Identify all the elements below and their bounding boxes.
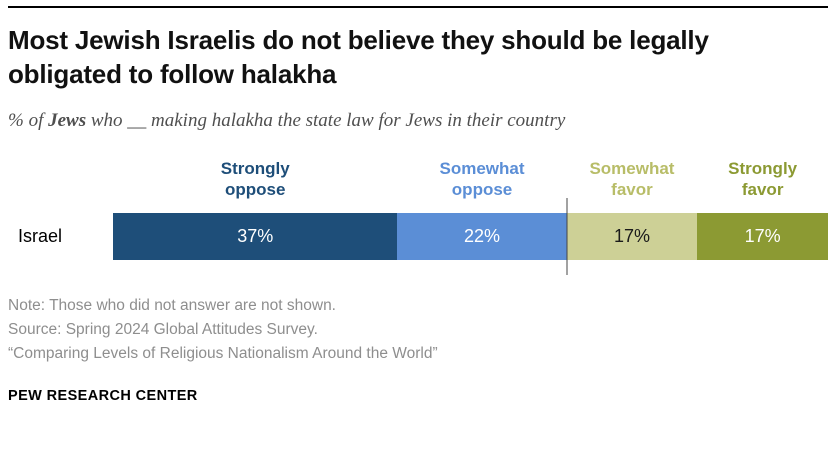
segment-strongly-oppose: 37% <box>113 213 398 261</box>
legend-row: Strongly oppose Somewhat oppose Somewhat… <box>8 158 828 201</box>
legend-somewhat-favor: Somewhat favor <box>567 158 698 201</box>
segment-strongly-favor: 17% <box>697 213 829 261</box>
legend-label: Somewhat favor <box>589 158 675 199</box>
legend-strongly-oppose: Strongly oppose <box>113 158 397 201</box>
chart-title: Most Jewish Israelis do not believe they… <box>8 25 709 89</box>
note-line: Note: Those who did not answer are not s… <box>8 297 336 315</box>
segment-somewhat-favor: 17% <box>566 213 698 261</box>
legend-label: Strongly oppose <box>220 158 290 199</box>
report-title-line: “Comparing Levels of Religious Nationali… <box>8 345 438 363</box>
subtitle-group: Jews <box>48 109 87 131</box>
source-line: Source: Spring 2024 Global Attitudes Sur… <box>8 321 318 339</box>
legend-somewhat-oppose: Somewhat oppose <box>397 158 566 201</box>
bar-israel: 37% 22% 17% 17% <box>113 198 829 276</box>
legend-label: Somewhat oppose <box>439 158 525 199</box>
legend-label: Strongly favor <box>728 158 798 199</box>
subtitle-suffix: who __ making halakha the state law for … <box>86 109 566 131</box>
legend-strongly-favor: Strongly favor <box>697 158 828 201</box>
oppose-favor-divider <box>566 198 568 276</box>
chart-notes: Note: Those who did not answer are not s… <box>8 294 828 366</box>
brand-footer: PEW RESEARCH CENTER <box>8 388 198 405</box>
legend-headers: Strongly oppose Somewhat oppose Somewhat… <box>113 158 828 201</box>
row-label-israel: Israel <box>18 226 63 247</box>
chart-subtitle: % of Jews who __ making halakha the stat… <box>8 110 828 132</box>
legend-spacer <box>8 158 113 201</box>
subtitle-prefix: % of <box>8 109 49 131</box>
stacked-bar-chart: Strongly oppose Somewhat oppose Somewhat… <box>8 158 829 276</box>
bar-row-israel: Israel 37% 22% 17% 17% <box>8 198 829 276</box>
segment-somewhat-oppose: 22% <box>397 213 567 261</box>
top-rule <box>8 6 828 8</box>
